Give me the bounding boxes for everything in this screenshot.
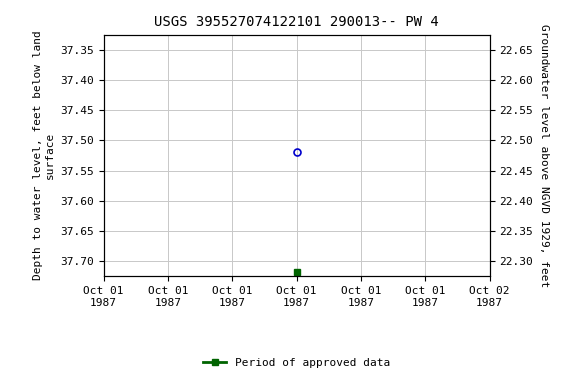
Legend: Period of approved data: Period of approved data [199, 354, 394, 372]
Title: USGS 395527074122101 290013-- PW 4: USGS 395527074122101 290013-- PW 4 [154, 15, 439, 29]
Y-axis label: Groundwater level above NGVD 1929, feet: Groundwater level above NGVD 1929, feet [539, 24, 548, 287]
Y-axis label: Depth to water level, feet below land
surface: Depth to water level, feet below land su… [33, 31, 55, 280]
